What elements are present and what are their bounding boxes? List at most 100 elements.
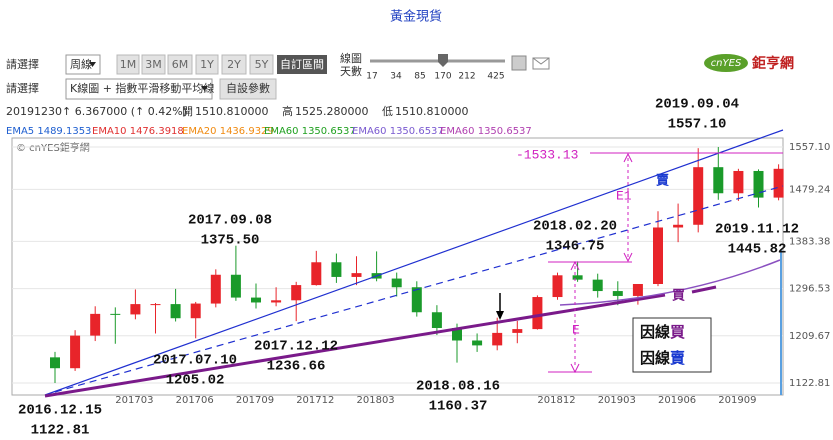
days-tick: 212 [458, 72, 475, 82]
signal-word: 賣 [670, 349, 686, 367]
select-label: 請選擇 [6, 57, 39, 71]
x-tick-label: 201812 [537, 395, 575, 406]
select-label: 請選擇 [6, 81, 39, 95]
candle-body [90, 313, 101, 336]
range-label: 1Y [200, 58, 214, 71]
settings-button[interactable] [219, 78, 277, 100]
days-tick: 34 [390, 72, 402, 82]
candle-body [773, 168, 784, 198]
legend-entry: EMA5 1489.1353 [6, 126, 91, 137]
legend-entry: EMA20 1436.9329 [182, 126, 274, 137]
x-tick-label: 201909 [718, 395, 756, 406]
days-ticks: 17 34 85 170 212 425 [366, 72, 504, 82]
range-button[interactable] [116, 54, 140, 75]
ema-curve [559, 259, 781, 306]
candle-body [230, 274, 241, 298]
candle-body [331, 262, 342, 277]
range-button[interactable] [167, 54, 193, 75]
quote-date: 20191230 [6, 105, 62, 118]
range-button[interactable] [141, 54, 166, 75]
candle-body [572, 275, 583, 280]
high-label: 高 [282, 104, 293, 118]
annotation: 2017.12.12 [254, 339, 338, 355]
range-button[interactable] [277, 55, 327, 74]
x-tick-label: 201712 [296, 395, 334, 406]
range-button[interactable] [195, 54, 219, 75]
range-button[interactable] [221, 54, 247, 75]
candle-body [653, 227, 663, 284]
x-tick-label: 201703 [115, 395, 153, 406]
buy-label: 買 [672, 289, 685, 304]
trend-line [44, 129, 784, 396]
legend-value: 1476.3918 [130, 126, 184, 137]
legend-entry: EMA60 1350.6537 [264, 126, 356, 137]
candle-body [632, 283, 643, 296]
legend-value: 1350.6537 [390, 126, 444, 137]
x-tick-label: 201906 [658, 395, 696, 406]
legend-name: EMA5 [6, 126, 34, 137]
candle-body [50, 357, 60, 369]
candle-body [612, 291, 623, 296]
level-label: -1533.13 [516, 147, 578, 162]
kind-select[interactable] [65, 78, 213, 100]
range-label: 2Y [227, 58, 241, 71]
range-label: 6M [172, 58, 189, 71]
annotation: 2018.08.16 [416, 379, 500, 395]
legend-value: 1350.6537 [302, 126, 356, 137]
candle-body [271, 300, 282, 303]
brand-logo [704, 54, 748, 72]
brand-name: 鉅亨網 [752, 55, 794, 72]
annotation: 1445.82 [728, 242, 787, 258]
y-tick-label: 1209.67 [789, 331, 830, 342]
trend-line-dashed [54, 185, 784, 393]
signal-box [632, 317, 712, 373]
candle-body [411, 287, 422, 313]
range-label: 5Y [255, 58, 269, 71]
print-icon[interactable] [511, 55, 527, 71]
legend-entry: EMA10 1476.3918 [92, 126, 184, 137]
days-tick: 17 [366, 72, 377, 82]
y-tick-label: 1122.81 [789, 378, 830, 389]
candle-body [150, 304, 161, 306]
candle-body [713, 167, 724, 194]
legend-value: 1489.1353 [37, 126, 91, 137]
open-value: 1510.810000 [195, 105, 268, 118]
quote-change: ↑ 6.367000 (↑ 0.42%) [62, 105, 187, 118]
mail-flap [532, 57, 550, 65]
y-tick-label: 1479.24 [789, 184, 830, 195]
annotation: 2018.02.20 [533, 219, 617, 235]
signal-entry: 因線買 [640, 323, 685, 341]
days-label: 線圖 [340, 51, 362, 65]
pointer-head [496, 311, 504, 320]
candle-body [552, 275, 563, 298]
legend-name: EMA20 [182, 126, 217, 137]
candle-body [210, 274, 221, 304]
candle-body [391, 278, 402, 288]
annotation: 2019.11.12 [715, 222, 799, 238]
slider-thumb[interactable] [438, 54, 448, 67]
kind-value: K線圖 + 指數平滑移動平均線 [70, 81, 214, 95]
candle-body [452, 328, 462, 341]
annotation: 1557.10 [668, 117, 727, 133]
range-label: 1M [120, 58, 137, 71]
legend-name: EMA10 [92, 126, 127, 137]
candle-body [70, 335, 81, 369]
candle-body [170, 304, 181, 319]
candle-body [673, 224, 684, 228]
range-button[interactable] [249, 54, 274, 75]
legend-name: EMA60 [352, 126, 387, 137]
y-tick-label: 1296.53 [789, 284, 830, 295]
days-label: 天數 [340, 65, 362, 78]
candle-body [592, 279, 603, 292]
arrow-heads [570, 152, 633, 374]
days-tick: 85 [414, 72, 425, 82]
candle-body [110, 313, 121, 315]
period-select[interactable] [65, 54, 101, 75]
title: 黃金現貨 [390, 9, 442, 25]
sell-label: 賣 [656, 173, 670, 189]
range-buttons: 1M 3M 6M 1Y 2Y 5Y 自訂區間 [116, 54, 327, 75]
legend-value: 1436.9329 [220, 126, 274, 137]
period-value: 周線 [70, 57, 92, 71]
